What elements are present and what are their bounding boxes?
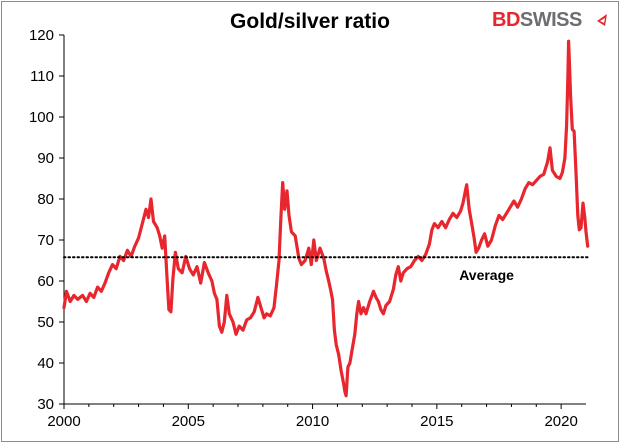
y-tick-label: 30	[37, 396, 54, 413]
chart-title: Gold/silver ratio	[230, 10, 390, 33]
y-tick-label: 40	[37, 355, 54, 372]
average-label: Average	[459, 267, 514, 283]
x-tick-label: 2010	[296, 413, 329, 430]
x-tick-label: 2020	[544, 413, 577, 430]
x-tick-label: 2000	[47, 413, 80, 430]
y-tick-label: 90	[37, 150, 54, 167]
y-tick-label: 110	[30, 68, 54, 85]
x-tick-label: 2005	[172, 413, 205, 430]
y-tick-label: 100	[29, 109, 54, 126]
x-tick-label: 2015	[420, 413, 453, 430]
logo-text-swiss: SWISS	[519, 9, 582, 31]
y-tick-label: 80	[37, 191, 54, 208]
brand-logo: BDSWISS	[492, 9, 612, 35]
axes: 30 40 50 60 70 80 90 100 110 120 2000 2005 2010 2015 2…	[29, 27, 586, 430]
y-tick-label: 70	[37, 232, 54, 249]
logo-arrow-icon	[597, 14, 607, 26]
y-tick-label: 50	[37, 314, 54, 331]
plot-area: Average	[62, 39, 590, 398]
y-tick-label: 120	[29, 27, 54, 44]
ratio-line	[62, 39, 590, 398]
y-tick-label: 60	[37, 273, 54, 290]
logo-text-bd: BD	[492, 9, 520, 31]
